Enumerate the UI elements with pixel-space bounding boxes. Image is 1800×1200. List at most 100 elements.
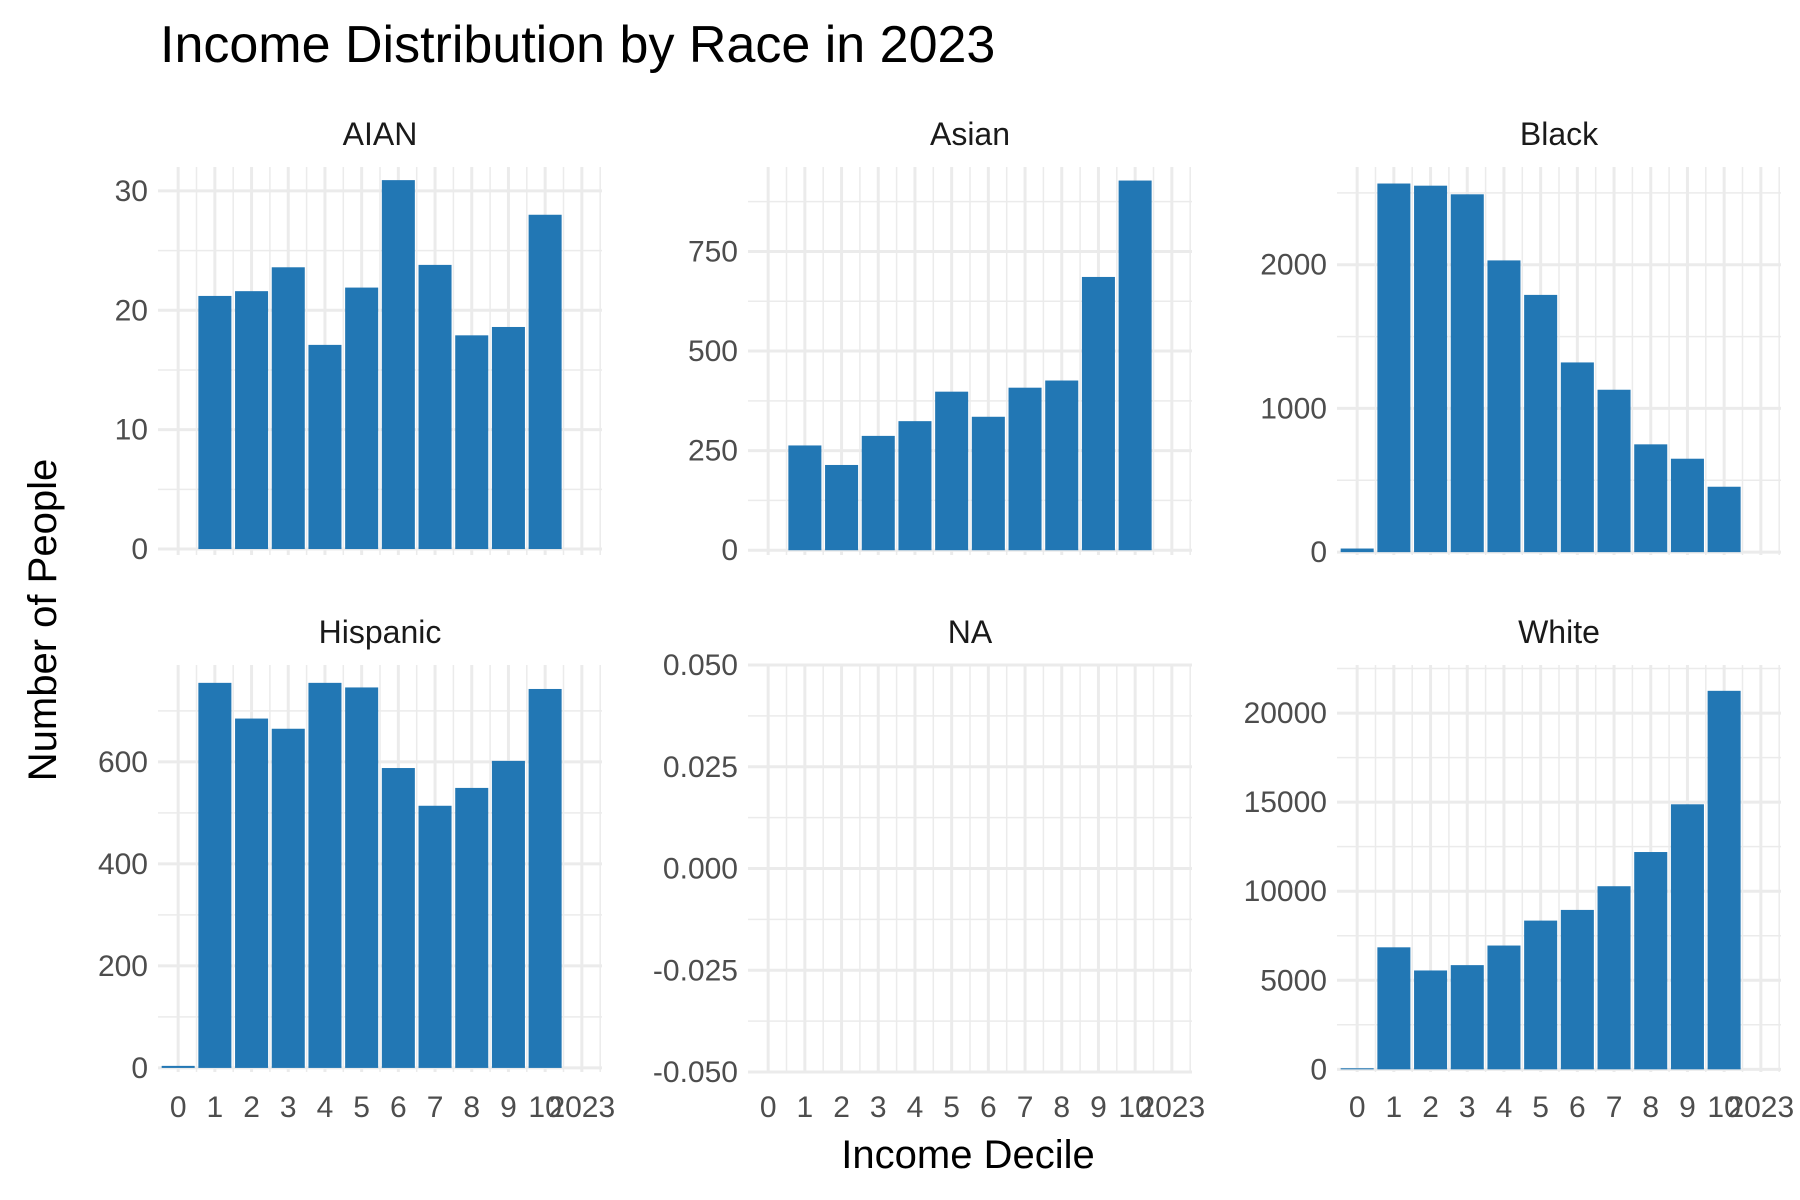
facet-aian: AIAN 0 10 20 30 [115,116,602,566]
x-tick-label: 2 [243,1091,260,1124]
x-tick-label: 8 [463,1091,480,1124]
x-tick-label: 8 [1053,1091,1070,1124]
bar-hispanic-decile-5 [345,687,379,1068]
bar-hispanic-decile-6 [381,768,415,1068]
bar-hispanic-decile-2 [235,718,269,1068]
bar-asian-decile-7 [1008,387,1042,551]
bar-aian-decile-6 [381,180,415,550]
facet-panels: AIAN0102030Asian0250500750Black010002000… [98,116,1794,1124]
x-tick-label: 0 [170,1091,187,1124]
bar-asian-decile-3 [861,435,895,551]
x-tick-label: 5 [1532,1091,1549,1124]
y-tick-label: 30 [115,175,148,208]
bar-white-decile-2 [1414,970,1448,1070]
bar-aian-decile-3 [271,267,305,550]
y-tick-label: 10 [115,414,148,447]
bar-black-decile-0 [1340,548,1374,553]
x-tick-label: 7 [1606,1091,1623,1124]
chart-title: Income Distribution by Race in 2023 [160,16,995,74]
bar-hispanic-decile-7 [418,805,452,1068]
x-tick-label: 7 [427,1091,444,1124]
y-tick-label: 20000 [1244,697,1327,730]
x-tick-label: 6 [980,1091,997,1124]
bar-hispanic-decile-10 [528,688,562,1068]
bar-white-decile-1 [1377,947,1411,1070]
bar-hispanic-decile-0 [161,1065,195,1068]
bar-black-decile-4 [1487,260,1521,553]
y-tick-label: 2000 [1260,249,1327,282]
x-tick-label: 0 [1349,1091,1366,1124]
bar-aian-decile-1 [198,295,232,550]
bar-asian-decile-6 [971,416,1005,551]
bar-aian-decile-8 [455,335,489,550]
bar-white-decile-10 [1707,690,1741,1070]
facet-label-white: White [1518,614,1600,650]
y-tick-label: 10000 [1244,875,1327,908]
facet-label-black: Black [1520,116,1599,152]
x-tick-label: 3 [280,1091,297,1124]
bar-black-decile-7 [1597,389,1631,553]
bar-asian-decile-9 [1081,276,1115,551]
bar-aian-decile-7 [418,264,452,550]
x-tick-label: 3 [870,1091,887,1124]
y-tick-label: 20 [115,294,148,327]
bar-asian-decile-8 [1045,380,1079,551]
y-tick-label: -0.025 [653,954,738,987]
y-tick-label: 0.000 [663,853,738,886]
x-tick-label: 2023 [1138,1091,1205,1124]
bar-hispanic-decile-1 [198,682,232,1068]
y-tick-label: 5000 [1260,964,1327,997]
y-tick-label: 1000 [1260,392,1327,425]
bar-white-decile-9 [1670,804,1704,1070]
bar-asian-decile-2 [825,464,859,551]
facet-label-hispanic: Hispanic [319,614,442,650]
bar-black-decile-9 [1670,458,1704,553]
x-tick-label: 6 [1569,1091,1586,1124]
y-axis-title: Number of People [21,459,65,781]
bar-white-decile-6 [1560,909,1594,1070]
bar-white-decile-7 [1597,886,1631,1070]
bar-asian-decile-4 [898,421,932,551]
x-tick-label: 9 [1679,1091,1696,1124]
x-tick-label: 9 [1090,1091,1107,1124]
facet-na: NA -0.050 -0.025 0.000 0.025 0.050 0 1 2 3 4 5 6 7 8 9 1… [653,614,1205,1124]
facet-black: Black 0 1000 2000 [1260,116,1781,569]
facet-label-asian: Asian [930,116,1010,152]
bar-black-decile-6 [1560,362,1594,553]
x-tick-label: 1 [207,1091,224,1124]
x-tick-label: 7 [1017,1091,1034,1124]
x-tick-label: 4 [907,1091,924,1124]
x-tick-label: 1 [797,1091,814,1124]
bar-white-decile-5 [1524,920,1558,1070]
bar-hispanic-decile-8 [455,787,489,1068]
y-tick-label: 0 [131,1052,148,1085]
facet-asian: Asian 0 250 500 750 [688,116,1192,567]
bar-white-decile-0 [1340,1068,1374,1070]
x-tick-label: 2 [1422,1091,1439,1124]
bar-asian-decile-10 [1118,180,1152,551]
y-tick-label: 0.050 [663,649,738,682]
y-tick-label: 0 [721,534,738,567]
x-tick-label: 6 [390,1091,407,1124]
y-tick-label: 400 [98,848,148,881]
x-tick-label: 2 [833,1091,850,1124]
bar-white-decile-4 [1487,945,1521,1070]
y-tick-label: 0 [1310,536,1327,569]
bar-black-decile-3 [1450,194,1484,553]
y-tick-label: 0.025 [663,751,738,784]
x-tick-label: 5 [353,1091,370,1124]
x-tick-label: 3 [1459,1091,1476,1124]
bar-aian-decile-4 [308,344,342,550]
x-tick-label: 2023 [1727,1091,1794,1124]
bar-hispanic-decile-3 [271,728,305,1068]
bar-hispanic-decile-9 [491,760,525,1068]
bar-asian-decile-1 [788,445,822,551]
facet-label-na: NA [948,614,993,650]
x-tick-label: 4 [1496,1091,1513,1124]
y-tick-label: -0.050 [653,1056,738,1089]
x-tick-label: 10 [528,1091,561,1124]
x-tick-label: 10 [1118,1091,1151,1124]
bar-aian-decile-9 [491,326,525,550]
